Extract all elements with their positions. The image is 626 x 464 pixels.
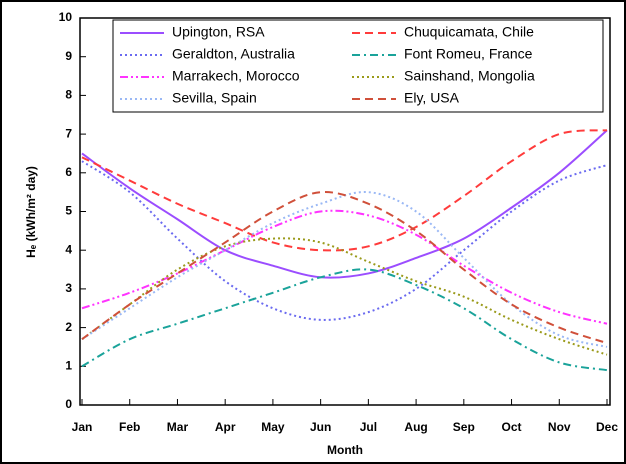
y-tick-label: 6: [65, 165, 72, 179]
y-tick-label: 7: [65, 126, 72, 140]
series-line: [81, 268, 608, 372]
y-tick-label: 4: [65, 242, 72, 256]
x-tick-label: Dec: [596, 420, 618, 434]
series-line: [81, 129, 608, 279]
x-tick-label: Jan: [72, 420, 93, 434]
series-line: [81, 129, 608, 252]
x-tick-label: Jun: [310, 420, 331, 434]
y-tick-label: 8: [65, 88, 72, 102]
x-tick-label: Feb: [119, 420, 140, 434]
series-line: [81, 191, 608, 348]
legend-box: [112, 19, 604, 113]
legend-label: Chuquicamata, Chile: [404, 24, 534, 40]
y-axis-label: Hₑ (kWh/m² day): [24, 166, 38, 258]
series-line: [81, 191, 608, 345]
y-tick-label: 10: [59, 10, 73, 24]
series-line: [81, 209, 608, 325]
series-line: [81, 237, 608, 356]
x-tick-label: Mar: [167, 420, 189, 434]
x-tick-label: Apr: [215, 420, 236, 434]
legend-label: Sevilla, Spain: [172, 90, 257, 106]
series-line: [81, 160, 608, 321]
x-tick-label: Aug: [404, 420, 427, 434]
y-tick-label: 1: [65, 358, 72, 372]
y-tick-label: 9: [65, 49, 72, 63]
y-tick-label: 2: [65, 320, 72, 334]
legend-label: Geraldton, Australia: [172, 46, 295, 62]
legend-label: Font Romeu, France: [404, 46, 533, 62]
x-tick-label: Nov: [548, 420, 571, 434]
x-tick-label: Jul: [360, 420, 377, 434]
x-tick-label: Oct: [502, 420, 522, 434]
legend-label: Marrakech, Morocco: [172, 68, 300, 84]
legend-label: Sainshand, Mongolia: [404, 68, 535, 84]
x-axis-label: Month: [327, 443, 363, 457]
legend-label: Upington, RSA: [172, 24, 265, 40]
y-tick-label: 3: [65, 281, 72, 295]
legend-label: Ely, USA: [404, 90, 460, 106]
x-tick-label: Sep: [453, 420, 475, 434]
y-tick-label: 5: [65, 204, 72, 218]
x-tick-label: May: [261, 420, 285, 434]
y-tick-label: 0: [65, 397, 72, 411]
